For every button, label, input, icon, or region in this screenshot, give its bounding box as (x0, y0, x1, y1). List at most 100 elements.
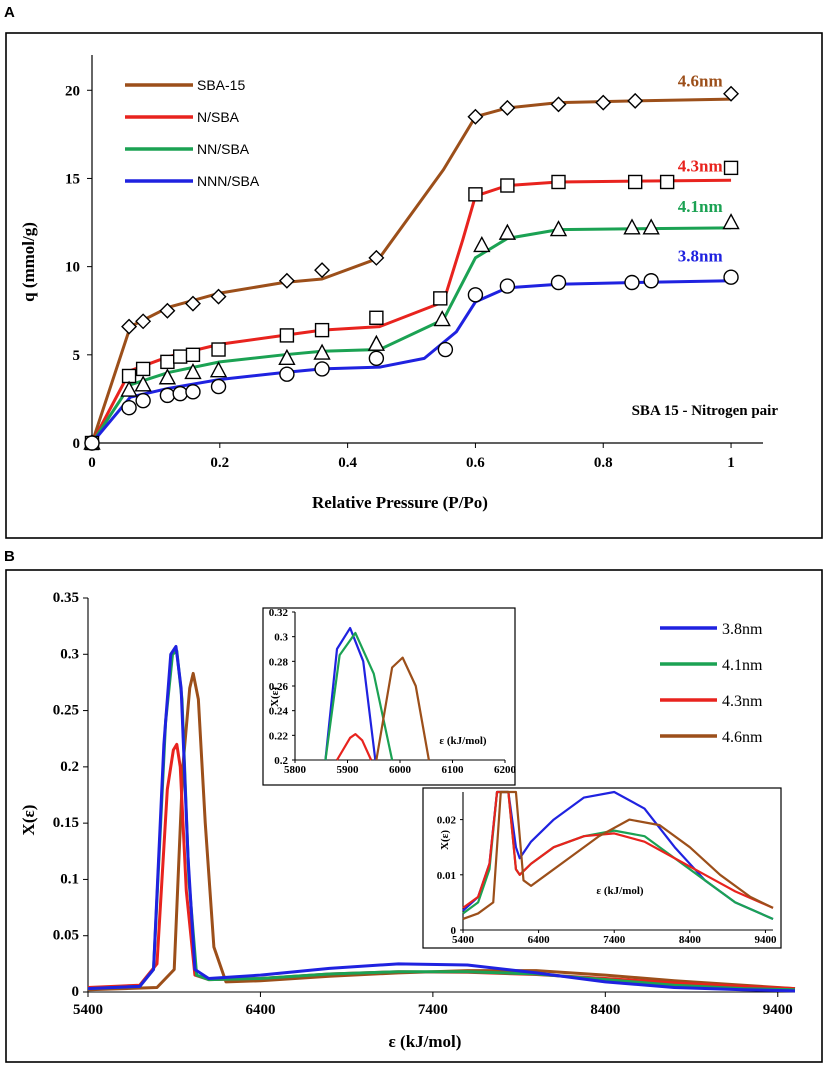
panel-a-label: A (4, 4, 15, 21)
panel-a-point-diamond (314, 262, 331, 279)
inset-top-series-4.3nm (336, 732, 373, 761)
panel-a-x-tick-label: 0.2 (210, 455, 229, 471)
panel-a-point-triangle (642, 218, 660, 235)
panel-a-point-diamond (278, 272, 295, 289)
panel-b-y-tick-label: 0.3 (60, 646, 79, 662)
panel-a-point-square (659, 174, 675, 190)
panel-a-point-circle (624, 274, 640, 291)
panel-b-y-tick-label: 0.1 (60, 871, 79, 887)
panel-a-point-circle (84, 435, 100, 451)
panel-a-plot: 0 0.2 0.4 0.6 0.8 1051015204.6nm4.3nm4.1nm3.8… (65, 55, 763, 471)
panel-a-point-diamond (135, 313, 152, 330)
panel-a-xlabel: Relative Pressure (P/Po) (312, 493, 488, 512)
panel-a-point-circle (135, 392, 151, 409)
panel-a-y-tick-label: 0 (73, 436, 81, 452)
panel-a-point-circle (121, 400, 137, 416)
panel-a-point-triangle (433, 310, 451, 327)
panel-a-y-tick-label: 5 (73, 348, 81, 364)
panel-a-point-circle (643, 273, 659, 289)
panel-a-point-diamond (550, 96, 567, 113)
inset-top-series-3.8nm (324, 626, 377, 761)
panel-a-point-square (135, 361, 151, 377)
inset-top-y-tick-label: 0.28 (269, 656, 289, 668)
inset-top-ylabel: X(ε) (269, 687, 281, 707)
inset-top-y-tick-label: 0.24 (269, 706, 289, 718)
inset-top-x-tick-label: 5900 (337, 764, 360, 776)
panel-b-x-tick-label: 5400 (73, 1002, 103, 1018)
panel-b-legend-label: 4.6nm (722, 729, 763, 746)
panel-a-point-triangle (158, 368, 177, 385)
panel-a-point-circle (368, 350, 385, 367)
inset-bottom-x-tick-label: 9400 (754, 934, 777, 946)
panel-b-y-tick-label: 0 (72, 984, 80, 1000)
panel-a-y-tick-label: 20 (65, 83, 80, 99)
panel-b-x-tick-label: 9400 (763, 1002, 793, 1018)
inset-top-x-tick-label: 6200 (494, 764, 517, 776)
panel-b-ylabel: X(ε) (19, 805, 38, 836)
panel-a-point-square (500, 178, 515, 193)
panel-b-label: B (4, 548, 15, 565)
panel-a-point-square (121, 368, 137, 384)
inset-top-y-tick-label: 0.2 (274, 755, 288, 767)
panel-a-legend-label: SBA-15 (197, 77, 245, 93)
panel-a-point-triangle (184, 362, 202, 380)
inset-bottom-x-tick-label: 5400 (452, 934, 475, 946)
inset-bottom-y-tick-label: 0 (451, 925, 457, 937)
panel-b-y-tick-label: 0.35 (53, 590, 79, 606)
panel-a-point-diamond (210, 288, 227, 305)
panel-b-x-tick-label: 6400 (245, 1002, 275, 1018)
panel-b-y-tick-label: 0.2 (60, 759, 79, 775)
panel-a-point-circle (499, 278, 516, 294)
panel-a-point-square (468, 187, 483, 202)
panel-a-point-triangle (623, 218, 641, 235)
panel-a-series-size-label: 4.1nm (678, 197, 723, 216)
panel-a-point-square (185, 347, 201, 363)
inset-bottom-x-tick-label: 7400 (603, 934, 626, 946)
panel-a-point-square (314, 322, 330, 338)
panel-a-ylabel: q (mmol/g) (19, 222, 38, 302)
panel-a-point-square (172, 349, 188, 364)
panel-a-point-circle (185, 384, 201, 400)
panel-a-x-tick-label: 0.6 (466, 455, 485, 471)
panel-b-x-tick-label: 8400 (590, 1002, 620, 1018)
panel-a-frame (5, 32, 823, 539)
inset-top-x-tick-label: 5800 (284, 764, 307, 776)
panel-a-legend-label: NNN/SBA (197, 173, 260, 189)
panel-a-point-diamond (121, 318, 138, 335)
inset-bottom-x-tick-label: 6400 (528, 934, 551, 946)
panel-a-x-tick-label: 1 (727, 455, 735, 471)
panel-a-point-circle (437, 341, 454, 358)
panel-a-x-tick-label: 0 (88, 455, 96, 471)
panel-b-plot: 5400 6400 7400 8400 9400 0 0.05 0.1 0.15 0.2 0.25 0… (53, 590, 796, 1018)
panel-a-y-tick-label: 10 (65, 260, 80, 276)
inset-bottom-plot: 5400 6400 7400 8400 9400 0 0.01 0.02 (437, 790, 777, 946)
panel-a-point-circle (210, 378, 227, 395)
panel-a-annotation: SBA 15 - Nitrogen pair (632, 403, 779, 419)
panel-a-point-diamond (595, 94, 612, 111)
panel-b-legend-label: 3.8nm (722, 621, 763, 638)
panel-a-point-triangle (120, 380, 138, 397)
panel-a-point-circle (550, 274, 567, 291)
panel-a-point-circle (723, 269, 739, 285)
panel-a-point-circle (279, 366, 295, 382)
panel-a-x-tick-label: 0.8 (594, 455, 613, 471)
panel-a-point-diamond (499, 99, 516, 116)
inset-bottom-y-tick-label: 0.02 (437, 815, 457, 827)
panel-b-series-3.8nm (87, 644, 796, 993)
inset-bottom-series-4.3nm (462, 790, 774, 909)
panel-a-point-circle (467, 287, 484, 303)
panel-a-point-square (369, 310, 384, 325)
inset-top-series-4.6nm (375, 656, 430, 761)
inset-bottom-xlabel: ε (kJ/mol) (596, 885, 644, 897)
panel-a-legend-label: NN/SBA (197, 141, 250, 157)
inset-top-xlabel: ε (kJ/mol) (439, 735, 487, 747)
panel-a-point-diamond (627, 92, 644, 109)
panel-a-x-tick-label: 0.4 (338, 455, 357, 471)
inset-bottom-ylabel: X(ε) (439, 830, 451, 850)
panel-a-series-size-label: 3.8nm (678, 246, 723, 265)
inset-bottom-frame (422, 787, 782, 949)
panel-b-legend-label: 4.1nm (722, 657, 763, 674)
panel-a-point-triangle (722, 213, 740, 230)
panel-a-point-triangle (473, 235, 491, 253)
inset-bottom-y-tick-label: 0.01 (437, 870, 456, 882)
